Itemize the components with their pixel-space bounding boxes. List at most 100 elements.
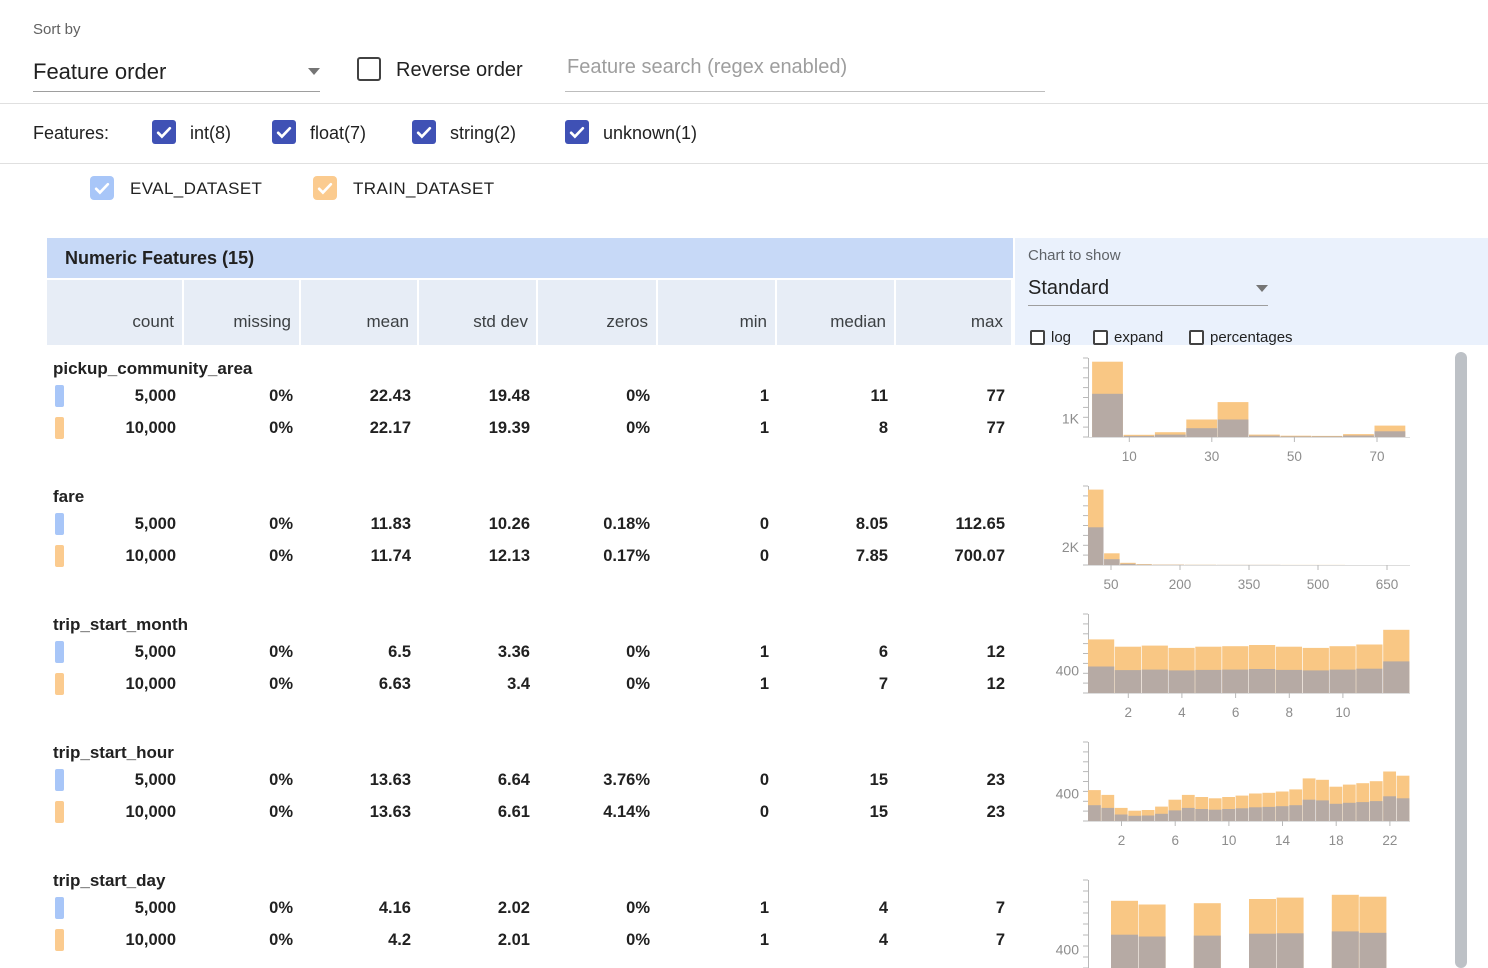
cell-mean: 13.63 <box>301 764 419 796</box>
svg-text:2K: 2K <box>1062 539 1080 555</box>
log-checkbox[interactable] <box>1030 330 1045 345</box>
unknown-filter-checkbox[interactable] <box>565 120 589 144</box>
divider <box>0 163 1488 164</box>
svg-text:1K: 1K <box>1062 411 1080 427</box>
svg-text:350: 350 <box>1238 577 1261 592</box>
log-label: log <box>1051 329 1071 346</box>
cell-missing: 0% <box>184 668 301 700</box>
cell-max: 77 <box>896 412 1013 444</box>
svg-text:2: 2 <box>1125 705 1133 720</box>
check-icon <box>154 122 174 142</box>
svg-text:8: 8 <box>1286 705 1294 720</box>
svg-text:10: 10 <box>1122 449 1137 464</box>
cell-missing: 0% <box>184 508 301 540</box>
cell-zeros: 0% <box>538 412 658 444</box>
cell-min: 0 <box>658 540 777 572</box>
percentages-label: percentages <box>1210 329 1293 346</box>
check-icon <box>274 122 294 142</box>
stat-row-train: 10,0000%13.636.614.14%01523 <box>47 796 1013 828</box>
sort-order-select[interactable]: Feature order <box>33 52 320 92</box>
feature-block-trip_start_month: trip_start_month5,0000%6.53.360%161210,0… <box>47 608 1013 700</box>
svg-text:500: 500 <box>1307 577 1330 592</box>
cell-min: 1 <box>658 668 777 700</box>
int-filter-checkbox[interactable] <box>152 120 176 144</box>
cell-missing: 0% <box>184 796 301 828</box>
feature-name: trip_start_month <box>47 608 1013 636</box>
unknown-filter-label: unknown(1) <box>603 123 697 144</box>
cell-min: 0 <box>658 796 777 828</box>
stat-row-train: 10,0000%4.22.010%147 <box>47 924 1013 956</box>
cell-missing: 0% <box>184 636 301 668</box>
reverse-order-checkbox[interactable] <box>357 57 381 81</box>
feature-block-trip_start_hour: trip_start_hour5,0000%13.636.643.76%0152… <box>47 736 1013 828</box>
cell-median: 8 <box>777 412 896 444</box>
feature-name: pickup_community_area <box>47 352 1013 380</box>
column-header-min: min <box>658 280 775 345</box>
svg-text:400: 400 <box>1056 942 1080 958</box>
stat-row-train: 10,0000%6.633.40%1712 <box>47 668 1013 700</box>
column-header-median: median <box>777 280 894 345</box>
svg-text:650: 650 <box>1376 577 1399 592</box>
histogram-trip_start_hour: 4002610141822 <box>1013 736 1473 866</box>
feature-name: fare <box>47 480 1013 508</box>
svg-text:70: 70 <box>1369 449 1384 464</box>
string-filter-checkbox[interactable] <box>412 120 436 144</box>
check-icon <box>315 178 335 198</box>
cell-min: 1 <box>658 924 777 956</box>
cell-min: 0 <box>658 508 777 540</box>
histogram-pickup_community_area: 1K10305070 <box>1013 352 1473 482</box>
feature-search-input[interactable] <box>565 52 1045 92</box>
svg-text:50: 50 <box>1103 577 1118 592</box>
cell-mean: 4.2 <box>301 924 419 956</box>
cell-min: 0 <box>658 764 777 796</box>
sort-order-value: Feature order <box>33 59 166 85</box>
column-header-missing: missing <box>184 280 299 345</box>
stat-row-eval: 5,0000%6.53.360%1612 <box>47 636 1013 668</box>
cell-missing: 0% <box>184 892 301 924</box>
facets-overview: Sort by Feature order Reverse order Feat… <box>0 0 1488 968</box>
svg-text:10: 10 <box>1335 705 1350 720</box>
cell-std-dev: 19.48 <box>419 380 538 412</box>
histogram-trip_start_day: 400 <box>1013 864 1473 968</box>
chart-to-show-label: Chart to show <box>1028 247 1121 264</box>
cell-median: 7.85 <box>777 540 896 572</box>
cell-mean: 4.16 <box>301 892 419 924</box>
eval-dataset-label: EVAL_DATASET <box>130 179 262 199</box>
eval-dataset-checkbox[interactable] <box>90 176 114 200</box>
svg-text:400: 400 <box>1056 786 1080 802</box>
cell-min: 1 <box>658 380 777 412</box>
chart-type-select[interactable]: Standard <box>1028 272 1268 306</box>
cell-zeros: 4.14% <box>538 796 658 828</box>
cell-zeros: 0.17% <box>538 540 658 572</box>
expand-checkbox[interactable] <box>1093 330 1108 345</box>
cell-mean: 22.43 <box>301 380 419 412</box>
cell-missing: 0% <box>184 380 301 412</box>
cell-median: 4 <box>777 924 896 956</box>
cell-count: 5,000 <box>47 892 184 924</box>
train-dataset-checkbox[interactable] <box>313 176 337 200</box>
cell-zeros: 3.76% <box>538 764 658 796</box>
cell-median: 15 <box>777 764 896 796</box>
string-filter-label: string(2) <box>450 123 516 144</box>
numeric-features-title: Numeric Features (15) <box>47 238 1013 278</box>
reverse-order-label: Reverse order <box>396 59 523 82</box>
svg-text:6: 6 <box>1171 833 1179 848</box>
check-icon <box>92 178 112 198</box>
stat-row-train: 10,0000%22.1719.390%1877 <box>47 412 1013 444</box>
check-icon <box>414 122 434 142</box>
cell-median: 8.05 <box>777 508 896 540</box>
cell-missing: 0% <box>184 764 301 796</box>
cell-zeros: 0% <box>538 892 658 924</box>
scrollbar-thumb[interactable] <box>1455 352 1467 968</box>
cell-median: 7 <box>777 668 896 700</box>
percentages-checkbox[interactable] <box>1189 330 1204 345</box>
cell-max: 7 <box>896 924 1013 956</box>
svg-text:2: 2 <box>1118 833 1126 848</box>
cell-count: 10,000 <box>47 412 184 444</box>
cell-missing: 0% <box>184 540 301 572</box>
float-filter-checkbox[interactable] <box>272 120 296 144</box>
svg-text:14: 14 <box>1275 833 1291 848</box>
cell-mean: 11.74 <box>301 540 419 572</box>
stat-row-eval: 5,0000%4.162.020%147 <box>47 892 1013 924</box>
cell-zeros: 0.18% <box>538 508 658 540</box>
